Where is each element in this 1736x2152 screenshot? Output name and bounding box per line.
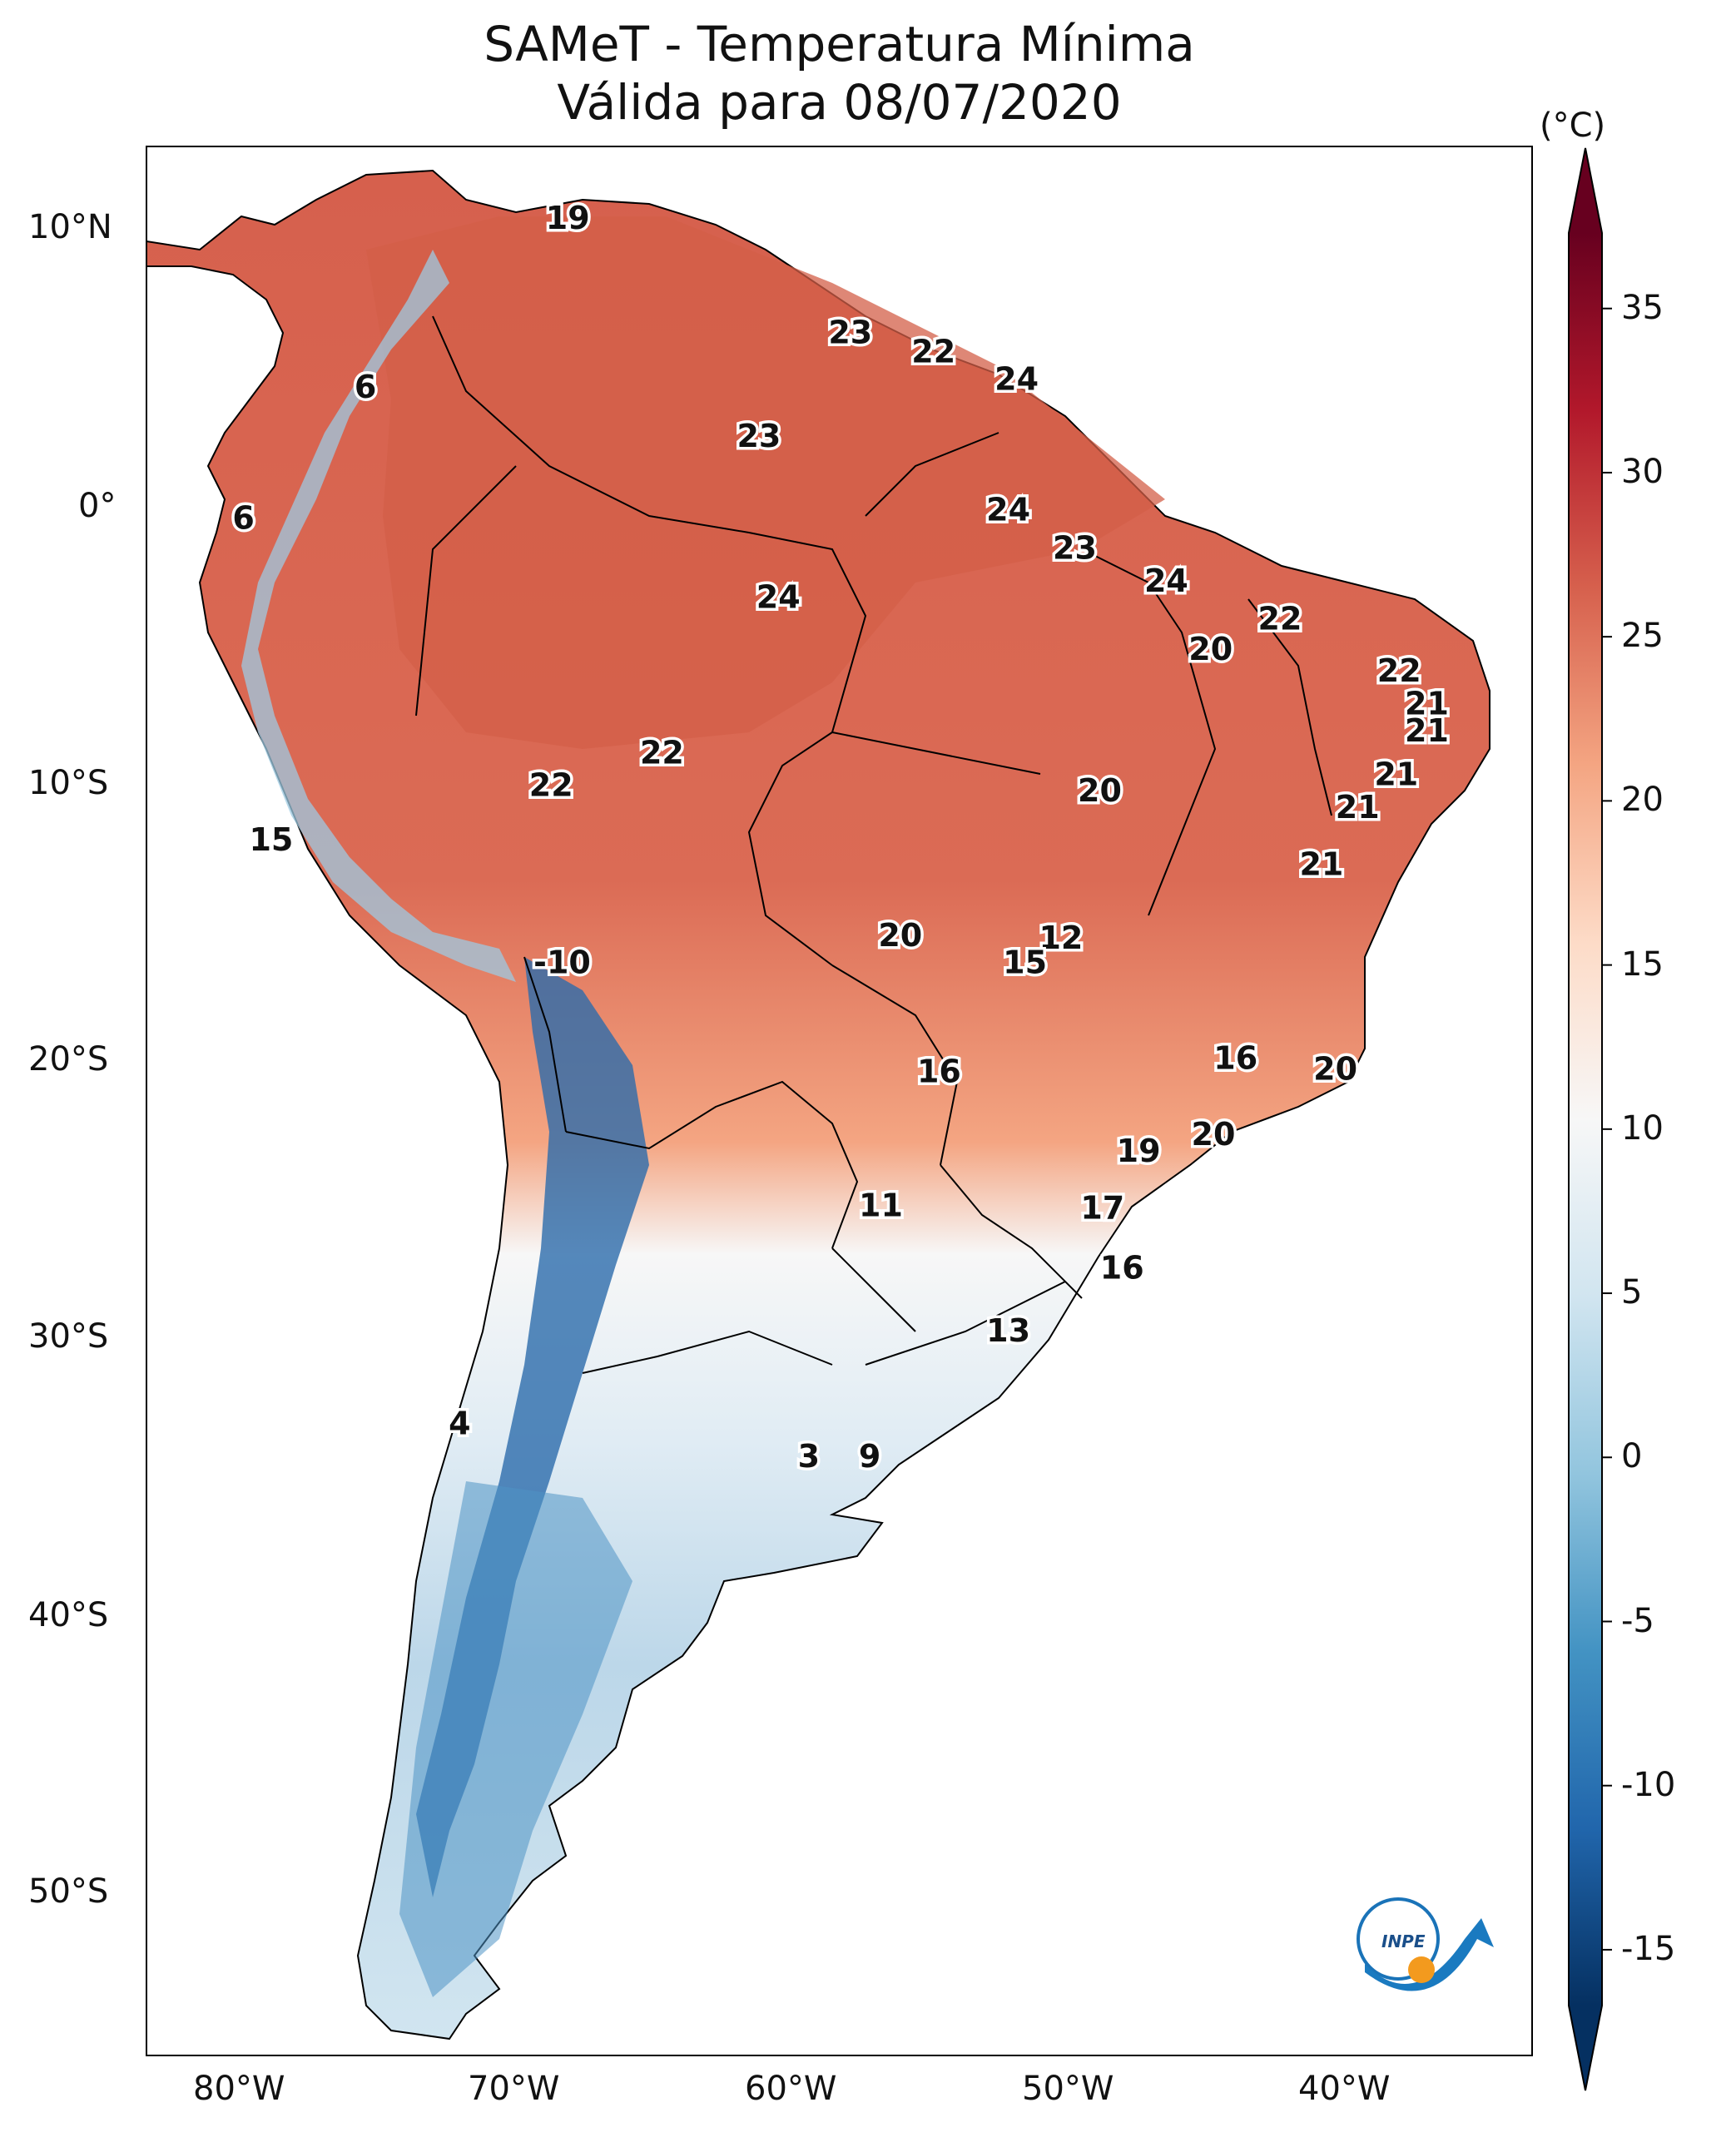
temperature-label: 20: [1188, 631, 1233, 667]
lon-tick-80w: 80°W: [193, 2070, 285, 2108]
temperature-label: 13: [986, 1312, 1030, 1349]
lat-tick-0: 0°: [78, 487, 117, 525]
temperature-labels: 1966232224232423242224202221212121212222…: [230, 197, 1452, 1478]
temperature-label: 24: [756, 579, 801, 616]
temperature-label: -10: [533, 945, 591, 981]
temperature-label: 4: [449, 1406, 470, 1442]
temperature-label: 15: [249, 821, 293, 858]
map-title: SAMeT - Temperatura Mínima: [484, 16, 1195, 72]
colorbar-tick-label: 10: [1621, 1108, 1664, 1148]
map-subtitle: Válida para 08/07/2020: [557, 74, 1122, 131]
temperature-label: 12: [1039, 920, 1083, 956]
lat-tick-20s: 20°S: [28, 1040, 109, 1078]
temperature-label: 24: [1144, 563, 1188, 599]
temperature-label: 16: [1213, 1039, 1257, 1076]
colorbar-tick-label: -15: [1621, 1929, 1676, 1968]
temperature-label: 15: [1003, 945, 1047, 981]
lon-tick-50w: 50°W: [1022, 2070, 1114, 2108]
temperature-label: 6: [232, 500, 254, 537]
colorbar-tick-label: 30: [1621, 452, 1664, 491]
lon-tick-70w: 70°W: [468, 2070, 560, 2108]
colorbar-tick-label: 0: [1621, 1437, 1643, 1476]
temperature-label: 22: [640, 734, 684, 771]
temperature-label: 21: [1374, 756, 1418, 793]
temperature-label: 21: [1405, 712, 1449, 749]
colorbar-tick-label: -5: [1621, 1601, 1654, 1640]
temperature-label: 16: [1100, 1250, 1144, 1287]
temperature-label: 21: [1299, 846, 1343, 883]
temperature-label: 20: [1313, 1051, 1357, 1088]
temperature-label: 22: [1258, 601, 1302, 637]
inpe-logo: INPE: [1357, 1897, 1494, 1991]
colorbar-tick-label: -10: [1621, 1765, 1676, 1804]
temperature-label: 9: [859, 1438, 880, 1475]
temperature-label: 19: [1117, 1133, 1161, 1169]
colorbar-tick-label: 15: [1621, 945, 1664, 984]
temperature-label: 22: [529, 767, 573, 804]
temperature-label: 24: [986, 492, 1030, 528]
temperature-label: 20: [878, 917, 922, 954]
patagonia-cold-region: [399, 1481, 632, 1997]
temperature-label: 23: [737, 418, 781, 454]
inpe-logo-text: INPE: [1381, 1931, 1426, 1951]
temperature-label: 3: [798, 1438, 820, 1475]
temperature-label: 23: [1053, 530, 1097, 567]
colorbar-top-arrow: [1569, 148, 1602, 233]
colorbar-bottom-arrow: [1569, 2006, 1602, 2090]
temperature-label: 23: [828, 315, 872, 351]
temperature-label: 22: [911, 334, 955, 370]
temperature-label: 19: [546, 200, 590, 236]
temperature-label: 22: [1377, 652, 1421, 689]
lon-tick-40w: 40°W: [1298, 2070, 1391, 2108]
temperature-label: 11: [859, 1187, 903, 1223]
temperature-label: 21: [1405, 685, 1449, 721]
colorbar-bar: [1569, 233, 1602, 2006]
lat-tick-10s: 10°S: [28, 764, 109, 802]
warm-region: [366, 216, 1165, 749]
colorbar-tick-label: 5: [1621, 1273, 1643, 1312]
temperature-label: 21: [1336, 789, 1380, 826]
lat-tick-10n: 10°N: [28, 208, 112, 246]
temperature-label: 16: [917, 1054, 961, 1090]
lat-tick-50s: 50°S: [28, 1872, 109, 1911]
lon-tick-60w: 60°W: [745, 2070, 837, 2108]
country-borders: [415, 315, 1332, 1374]
lat-tick-40s: 40°S: [28, 1596, 109, 1634]
temperature-label: 6: [355, 369, 376, 405]
temperature-label: 20: [1192, 1116, 1236, 1153]
temperature-label: 17: [1080, 1190, 1124, 1227]
colorbar-tick-label: 35: [1621, 288, 1664, 327]
colorbar: [1568, 147, 1612, 2091]
map-frame: [146, 146, 1533, 2056]
colorbar-tick-label: 25: [1621, 617, 1664, 656]
temperature-label: 20: [1078, 772, 1122, 809]
colorbar-tick-label: 20: [1621, 781, 1664, 820]
colorbar-unit: (°C): [1540, 107, 1606, 145]
lat-tick-30s: 30°S: [28, 1317, 109, 1356]
temperature-label: 24: [994, 360, 1039, 397]
